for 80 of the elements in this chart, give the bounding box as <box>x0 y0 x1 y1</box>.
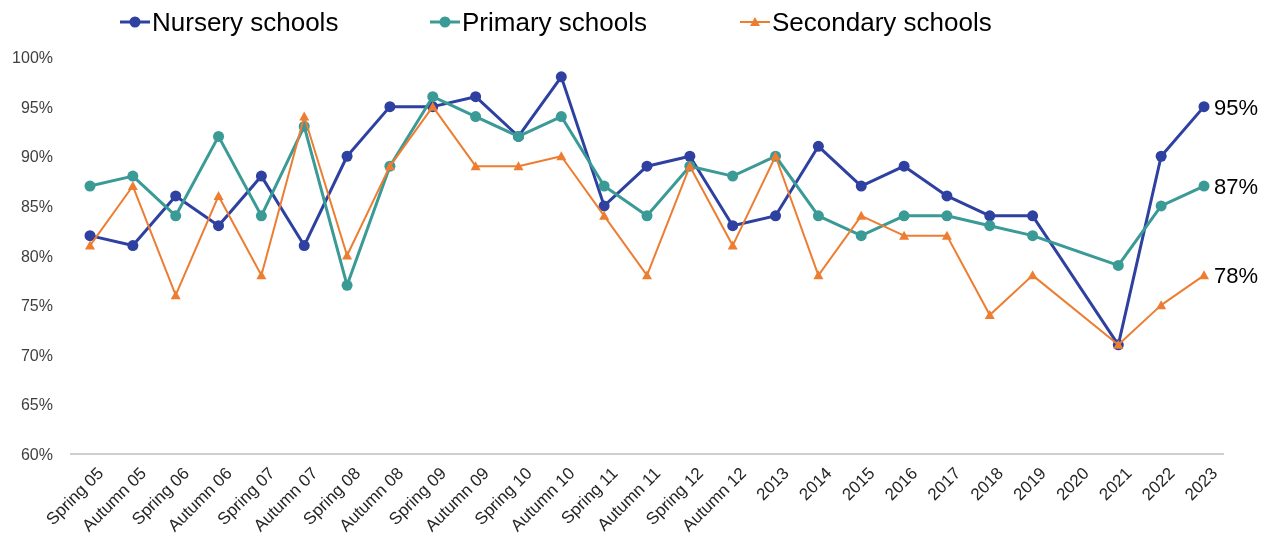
point <box>127 240 139 252</box>
point <box>127 170 139 182</box>
legend-label: Primary schools <box>462 7 647 37</box>
point <box>941 230 952 240</box>
y-tick-label: 80% <box>20 247 53 265</box>
point <box>855 230 867 242</box>
point <box>1155 150 1167 162</box>
point <box>84 230 96 242</box>
data-label: 78% <box>1214 263 1259 289</box>
y-tick-label: 100% <box>12 49 53 66</box>
point <box>470 111 482 123</box>
point <box>213 220 225 232</box>
point <box>727 240 738 250</box>
point <box>555 111 567 123</box>
point <box>1156 300 1167 310</box>
point <box>213 190 224 200</box>
point <box>255 170 267 182</box>
point <box>470 161 481 171</box>
y-tick-label: 95% <box>20 98 53 116</box>
y-tick-label: 70% <box>20 346 53 364</box>
point <box>127 181 138 191</box>
point <box>1027 230 1039 242</box>
point <box>513 161 524 171</box>
point <box>342 250 353 260</box>
data-label: 95% <box>1214 94 1259 120</box>
point <box>727 170 739 182</box>
y-tick-label: 75% <box>20 297 53 315</box>
point <box>213 130 225 142</box>
point <box>1112 259 1124 271</box>
data-label: 87% <box>1214 174 1259 200</box>
point <box>812 210 824 222</box>
point <box>899 230 910 240</box>
point <box>341 150 353 162</box>
point <box>299 111 310 121</box>
y-tick-label: 60% <box>20 446 53 463</box>
point <box>256 270 267 280</box>
point <box>641 210 653 222</box>
legend-label: Nursery schools <box>152 7 339 37</box>
point <box>1199 270 1209 280</box>
point <box>642 270 652 280</box>
point <box>1155 200 1167 212</box>
point <box>855 180 867 192</box>
point <box>898 210 910 222</box>
point <box>984 220 996 232</box>
point <box>1027 210 1039 222</box>
point <box>598 180 610 192</box>
point <box>85 240 95 250</box>
point <box>84 180 96 192</box>
point <box>641 160 653 172</box>
point <box>770 210 782 222</box>
point <box>598 200 610 212</box>
point <box>341 279 353 291</box>
point <box>684 150 696 162</box>
point <box>898 160 910 172</box>
point <box>599 210 610 220</box>
legend-label: Secondary schools <box>772 7 992 37</box>
point <box>856 210 867 220</box>
y-tick-label: 85% <box>20 197 53 215</box>
point <box>1198 101 1210 113</box>
point <box>941 210 953 222</box>
point <box>427 91 439 103</box>
point <box>984 310 995 320</box>
point <box>812 140 824 152</box>
point <box>170 290 181 300</box>
point <box>984 210 996 222</box>
point <box>727 220 739 232</box>
point <box>813 270 824 280</box>
point <box>1198 180 1210 192</box>
point <box>255 210 267 222</box>
point <box>170 210 182 222</box>
point <box>470 91 482 103</box>
y-tick-label: 90% <box>20 148 53 166</box>
point <box>941 190 953 202</box>
point <box>384 101 396 113</box>
point <box>170 190 182 202</box>
y-tick-label: 65% <box>20 396 53 414</box>
point <box>555 71 567 83</box>
point <box>1027 270 1038 280</box>
point <box>556 151 567 161</box>
point <box>298 240 310 252</box>
